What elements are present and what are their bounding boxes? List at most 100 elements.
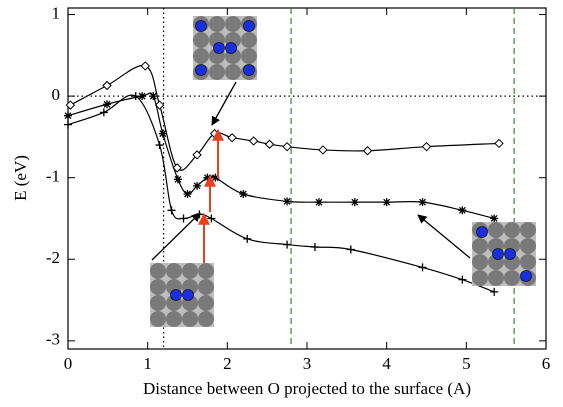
point: [149, 92, 158, 101]
atom: [198, 295, 214, 311]
point: [207, 214, 216, 223]
atom: [198, 279, 214, 295]
oxygen: [492, 248, 504, 260]
atom: [209, 16, 225, 32]
atom: [198, 311, 214, 327]
atom: [193, 48, 209, 64]
atom: [472, 238, 488, 254]
point: [248, 136, 259, 146]
atom: [520, 222, 536, 238]
point: [421, 141, 432, 152]
point: [138, 92, 147, 101]
point: [227, 133, 237, 143]
point: [310, 243, 319, 252]
series-line: [67, 92, 495, 220]
point: [418, 198, 427, 207]
atom: [225, 16, 241, 32]
point: [192, 150, 202, 160]
x-tick-label: 2: [223, 354, 232, 373]
point: [99, 108, 108, 117]
point: [418, 263, 427, 272]
atom: [193, 32, 209, 48]
point: [239, 190, 248, 198]
inset-image: [150, 263, 214, 327]
point: [494, 138, 504, 149]
atom: [150, 295, 166, 311]
plot-area: [64, 8, 546, 349]
point: [264, 139, 275, 149]
annotations: [150, 16, 536, 327]
point: [154, 100, 165, 110]
y-tick-label: -2: [46, 248, 60, 267]
point: [131, 92, 140, 101]
oxygen: [243, 64, 255, 76]
x-tick-label: 3: [303, 354, 312, 373]
x-tick-label: 6: [542, 354, 551, 373]
point: [179, 214, 188, 223]
point: [140, 61, 150, 71]
atom: [166, 311, 182, 327]
atom: [166, 263, 182, 279]
atom: [198, 263, 214, 279]
x-axis-label: Distance between O projected to the surf…: [143, 379, 471, 398]
atom: [472, 254, 488, 270]
oxygen: [195, 64, 207, 76]
point: [282, 141, 292, 152]
y-tick-label: 0: [52, 85, 61, 104]
atom: [150, 279, 166, 295]
atom: [504, 222, 520, 238]
point: [64, 111, 72, 120]
y-axis-label: E (eV): [11, 155, 30, 201]
point: [318, 145, 328, 155]
point: [64, 120, 72, 129]
atom: [182, 311, 198, 327]
point: [490, 287, 499, 296]
atom: [520, 254, 536, 270]
atom: [225, 64, 241, 80]
x-tick-label: 5: [462, 354, 471, 373]
point: [382, 198, 391, 207]
series-line: [70, 64, 500, 171]
oxygen: [520, 270, 532, 282]
plot-frame: [67, 7, 547, 350]
pointer-arrow: [211, 81, 237, 126]
oxygen: [504, 248, 516, 260]
atom: [241, 32, 257, 48]
point: [167, 206, 176, 215]
oxygen: [170, 289, 182, 301]
atom: [150, 311, 166, 327]
atom: [209, 64, 225, 80]
y-tick-label: -3: [46, 330, 60, 349]
point: [283, 240, 292, 249]
point: [346, 245, 355, 254]
point: [490, 214, 499, 223]
oxygen: [225, 42, 237, 54]
point: [193, 181, 202, 190]
inset-image: [193, 16, 257, 80]
series-line: [67, 94, 495, 293]
point: [283, 197, 292, 206]
point: [314, 198, 323, 207]
atom: [472, 270, 488, 286]
atom: [488, 222, 504, 238]
oxygen: [195, 20, 207, 32]
point: [65, 100, 76, 110]
atom: [182, 263, 198, 279]
point: [183, 190, 192, 198]
oxygen: [243, 20, 255, 32]
point: [103, 100, 112, 109]
point: [458, 275, 467, 284]
x-tick-label: 1: [143, 354, 152, 373]
point: [158, 129, 167, 138]
y-tick-label: 1: [52, 3, 61, 22]
atom: [488, 270, 504, 286]
pointer-arrow: [151, 212, 201, 261]
x-tick-label: 0: [64, 354, 73, 373]
atom: [241, 48, 257, 64]
point: [155, 141, 164, 150]
oxygen: [182, 289, 194, 301]
oxygen: [476, 226, 488, 238]
atom: [520, 238, 536, 254]
pointer-arrow: [417, 214, 471, 259]
